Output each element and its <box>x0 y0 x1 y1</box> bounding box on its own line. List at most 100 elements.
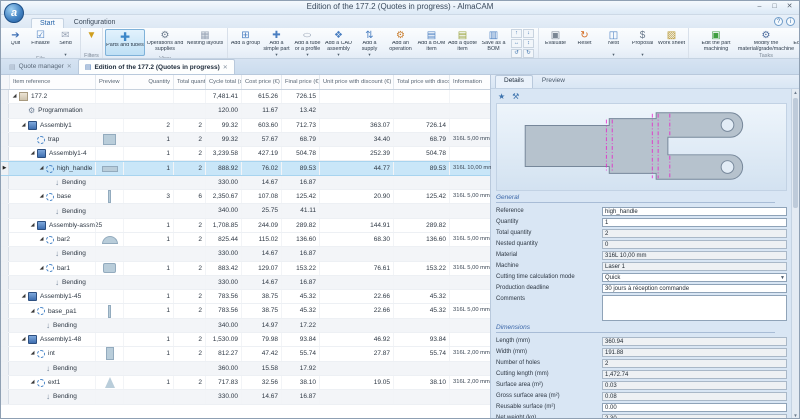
add-an-operation-button[interactable]: ⚙ Add an operation <box>389 30 412 52</box>
expand-collapse-icon[interactable]: ◢ <box>30 221 35 228</box>
table-row-bar2-10[interactable]: ◢ bar2 1 2 825.44 115.02 136.60 68.30 136.60 316L… <box>1 232 490 248</box>
production-deadline-field[interactable]: 30 jours à réception commande <box>602 284 787 293</box>
table-row-bending-13[interactable]: ↓ Bending 330.00 14.67 16.87 <box>1 275 490 291</box>
mini-tool-5-icon[interactable]: ↺ <box>511 49 522 58</box>
expand-collapse-icon[interactable]: ◢ <box>12 93 17 100</box>
table-row-assembly1-4-4[interactable]: ◢ Assembly1-4 1 2 3,239.58 427.19 504.78 252.39… <box>1 147 490 162</box>
quit-button[interactable]: ➔ Quit <box>10 30 21 46</box>
close-tab-icon[interactable]: ✕ <box>222 64 228 71</box>
nesting-layouts-button[interactable]: ▦ Nesting layouts <box>186 30 224 46</box>
send-button[interactable]: ✉ Send ▾ <box>59 30 72 57</box>
table-row-assembly1-45-14[interactable]: ◢ Assembly1-45 1 2 783.56 38.75 45.32 22.66 45.3… <box>1 290 490 305</box>
proposal-button[interactable]: $ Proposal ▾ <box>631 30 654 57</box>
comments-textarea[interactable] <box>602 295 787 321</box>
minimize-button[interactable]: – <box>757 3 762 10</box>
add-a-tube-or-a-profile-button[interactable]: ○ Add a tube or a profile ▾ <box>294 30 321 57</box>
operations-and-supplies-button[interactable]: ⚙ Operations and supplies <box>146 30 184 52</box>
scroll-up-icon[interactable]: ▲ <box>793 90 798 95</box>
modify-the-material-grade-machine-button[interactable]: ⚙ Modify the material/grade/machine <box>737 30 795 52</box>
nest-button[interactable]: ◫ Nest ▾ <box>607 30 620 57</box>
ribbon-tab-start[interactable]: Start <box>31 18 64 28</box>
column-header-total-price-with-discount[interactable]: Total price with discount (€) <box>393 75 449 89</box>
add-a-bom-item-button[interactable]: ▤ Add a BOM item <box>417 30 446 52</box>
app-logo-icon[interactable]: a <box>4 3 24 23</box>
expand-collapse-icon[interactable]: ◢ <box>39 193 44 200</box>
column-header-information[interactable]: Information <box>449 75 491 89</box>
table-row-bending-8[interactable]: ↓ Bending 340.00 25.75 41.11 <box>1 204 490 219</box>
column-header-cost-price[interactable]: Cost price (€) <box>241 75 281 89</box>
mini-tool-6-icon[interactable]: ↻ <box>523 49 534 58</box>
table-row-trap-3[interactable]: trap 1 2 99.32 57.67 68.79 34.40 68.79 316L 5,00… <box>1 132 490 148</box>
table-row-bending-11[interactable]: ↓ Bending 330.00 14.67 16.87 <box>1 247 490 262</box>
reset-button[interactable]: ↻ Reset <box>577 30 592 46</box>
column-header-total-quantity[interactable]: Total quantity <box>173 75 205 89</box>
reusable-surface-m-field[interactable]: 0.00 <box>602 403 787 412</box>
expand-collapse-icon[interactable]: ◢ <box>21 336 26 343</box>
close-button[interactable]: ✕ <box>786 3 793 10</box>
details-tab-details[interactable]: Details <box>495 75 533 88</box>
filters-button[interactable]: ▼ <box>83 29 100 53</box>
doc-tab-quote-manager[interactable]: ▤ Quote manager ✕ <box>9 63 72 71</box>
table-row-high-handle-5[interactable]: ▶ ◢ high_handle 1 2 888.92 76.02 89.53 44.77 89.5… <box>1 161 491 176</box>
expand-collapse-icon[interactable]: ◢ <box>39 165 44 172</box>
finalize-button[interactable]: ☑ Finalize <box>31 30 50 46</box>
table-row-base-7[interactable]: ◢ base 3 6 2,350.67 107.08 125.42 20.90 125.42 31… <box>1 190 490 205</box>
add-a-cad-assembly-button[interactable]: ❖ Add a CAD assembly ▾ <box>325 30 352 57</box>
favorite-icon[interactable]: ★ <box>498 92 506 101</box>
details-scrollbar[interactable]: ▲ ▼ <box>791 89 799 418</box>
column-header-preview[interactable]: Preview <box>95 75 123 89</box>
table-row-bending-21[interactable]: ↓ Bending 330.00 14.67 16.87 <box>1 390 490 405</box>
edit-the-calculation-modes-button[interactable]: $Edit the calculation modes <box>793 41 799 46</box>
help-icon[interactable]: ? <box>774 17 783 26</box>
column-header-unit-price-with-discount[interactable]: Unit price with discount (€) <box>319 75 393 89</box>
mini-tool-2-icon[interactable]: ↓ <box>523 29 534 38</box>
add-a-quote-item-button[interactable]: ▤ Add a quote item <box>447 30 478 52</box>
expand-collapse-icon[interactable]: ◢ <box>39 264 44 271</box>
edit-the-part-machining-button[interactable]: ▣ Edit the part machining <box>701 30 731 52</box>
column-header-cycle-total-s[interactable]: Cycle total (s) <box>205 75 241 89</box>
table-row-bar1-12[interactable]: ◢ bar1 1 2 883.42 129.07 153.22 76.61 153.22 316L… <box>1 261 490 276</box>
mini-tool-4-icon[interactable]: ↕ <box>523 39 534 48</box>
save-as-a-bom-button[interactable]: ▥ Save as a BOM <box>481 30 506 52</box>
table-row-bending-19[interactable]: ↓ Bending 360.00 15.58 17.92 <box>1 361 490 376</box>
add-a-group-button[interactable]: ⊞ Add a group <box>230 30 261 46</box>
table-row-programmation-1[interactable]: ⚙ Programmation 120.00 11.67 13.42 <box>1 104 490 119</box>
table-row-ext1-20[interactable]: ◢ ext1 1 2 717.83 32.56 38.10 19.05 38.10 316L 2,… <box>1 375 490 391</box>
expand-collapse-icon[interactable]: ◢ <box>30 307 35 314</box>
table-row-assembly1-2[interactable]: ◢ Assembly1 2 2 99.32 603.60 712.73 363.07 726.1… <box>1 118 490 133</box>
expand-collapse-icon[interactable]: ◢ <box>21 121 26 128</box>
mini-tool-1-icon[interactable]: ↑ <box>511 29 522 38</box>
column-header-item-reference[interactable]: Item reference <box>9 75 95 89</box>
close-tab-icon[interactable]: ✕ <box>66 64 72 70</box>
table-row-assembly1-48-17[interactable]: ◢ Assembly1-48 1 2 1,530.09 79.98 93.84 46.92 93… <box>1 333 490 348</box>
add-a-supply-button[interactable]: ⇅ Add a supply ▾ <box>361 30 378 57</box>
details-tab-preview[interactable]: Preview <box>541 77 565 84</box>
table-row-assembly-assm25-9[interactable]: ◢ Assembly-assm25 1 2 1,708.85 244.09 289.82 14… <box>1 218 490 233</box>
expand-collapse-icon[interactable]: ◢ <box>21 293 26 300</box>
dropdown-caret-icon[interactable]: ▼ <box>780 275 785 281</box>
expand-collapse-icon[interactable]: ◢ <box>30 350 35 357</box>
evaluate-button[interactable]: ▣ Evaluate <box>545 30 566 46</box>
cutting-time-calculation-mode-select[interactable]: Quick ▼ <box>602 273 787 282</box>
scroll-thumb[interactable] <box>793 98 798 208</box>
table-row-177-2-0[interactable]: ◢ 177.2 7,481.41 615.26 726.15 <box>1 90 490 105</box>
work-sheet-button[interactable]: ▨ Work sheet <box>657 30 686 46</box>
quantity-field[interactable]: 1 <box>602 218 787 227</box>
parts-and-tubes-button[interactable]: ✚ Parts and tubes <box>105 29 145 56</box>
mini-tool-3-icon[interactable]: ↔ <box>511 39 522 48</box>
scroll-down-icon[interactable]: ▼ <box>793 413 798 418</box>
expand-collapse-icon[interactable]: ◢ <box>30 379 35 386</box>
tools-icon[interactable]: ⚒ <box>512 92 520 101</box>
table-row-bending-16[interactable]: ↓ Bending 340.00 14.97 17.22 <box>1 318 490 334</box>
info-icon[interactable]: i <box>786 17 795 26</box>
table-row-int-18[interactable]: ◢ int 1 2 812.27 47.42 55.74 27.87 55.74 316L 2,0… <box>1 347 490 362</box>
table-row-bending-6[interactable]: ↓ Bending 330.00 14.67 16.87 <box>1 175 490 191</box>
maximize-button[interactable]: □ <box>772 3 777 10</box>
reference-field[interactable]: high_handle <box>602 207 787 216</box>
add-a-simple-part-button[interactable]: ✚ Add a simple part ▾ <box>263 30 290 57</box>
expand-collapse-icon[interactable]: ◢ <box>39 236 44 243</box>
column-header-final-price[interactable]: Final price (€) <box>281 75 319 89</box>
ribbon-tab-configuration[interactable]: Configuration <box>73 19 116 26</box>
table-row-base-pa1-15[interactable]: ◢ base_pa1 1 2 783.56 38.75 45.32 22.66 45.32 316… <box>1 304 490 319</box>
column-header-quantity[interactable]: Quantity <box>123 75 173 89</box>
